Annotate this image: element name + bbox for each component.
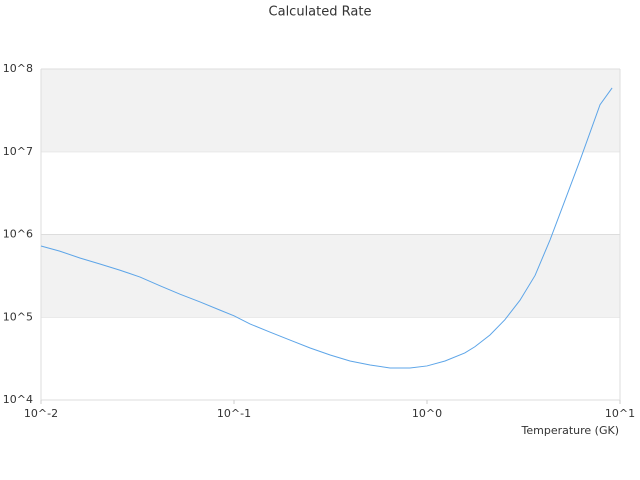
y-tick-label: 10^5 — [3, 310, 33, 323]
x-tick-label: 10^1 — [605, 407, 635, 420]
chart-title: Calculated Rate — [269, 5, 372, 20]
x-tick-label: 10^-1 — [217, 407, 251, 420]
plot-background — [40, 68, 621, 401]
x-tick-label: 10^-2 — [24, 407, 58, 420]
y-tick-label: 10^8 — [3, 62, 33, 75]
x-tick-label: 10^0 — [412, 407, 442, 420]
x-axis-title: Temperature (GK) — [521, 424, 620, 437]
line-series — [40, 87, 613, 369]
y-tick-label: 10^7 — [3, 145, 33, 158]
grid-band — [41, 234, 620, 318]
y-tick-label: 10^4 — [3, 393, 33, 406]
grid-band — [41, 69, 620, 152]
y-tick-label: 10^6 — [3, 228, 33, 241]
